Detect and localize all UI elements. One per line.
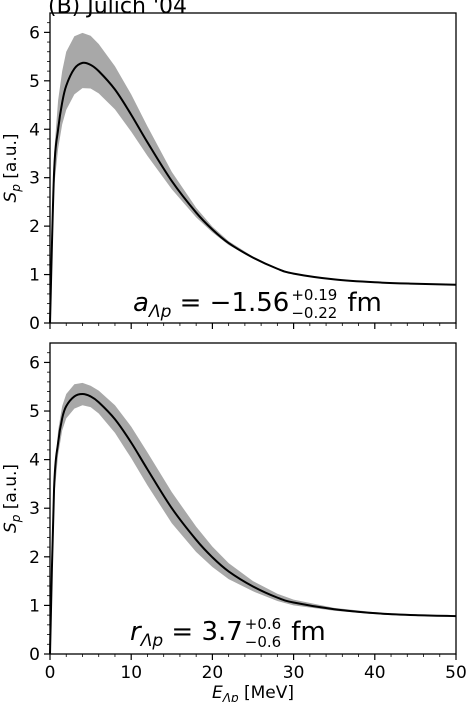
y-tick-label: 0 [29, 314, 40, 334]
annotation-subscript: −0.6 [245, 633, 281, 651]
x-tick-label: 10 [120, 663, 142, 683]
annotation-superscript: +0.6 [245, 615, 281, 633]
panel-title: (B) Jülich '04 [48, 0, 187, 19]
y-axis-label: Sp [a.u.] [1, 464, 23, 533]
y-tick-label: 1 [29, 596, 40, 616]
x-axis-label: EΛp [MeV] [212, 683, 294, 702]
y-axis-label: Sp [a.u.] [1, 133, 23, 202]
plot-frame [49, 342, 457, 655]
x-tick-label: 50 [445, 663, 467, 683]
y-tick-label: 4 [29, 120, 40, 140]
annotation-unit: fm [347, 288, 381, 318]
annotation-subscript: −0.22 [291, 304, 337, 322]
x-tick-label: 40 [364, 663, 386, 683]
y-tick-label: 1 [29, 266, 40, 286]
central-curve [49, 393, 457, 655]
x-tick-label: 20 [202, 663, 224, 683]
annotation-superscript: +0.19 [291, 286, 337, 304]
y-tick-label: 0 [29, 645, 40, 665]
y-tick-label: 5 [29, 402, 40, 422]
x-tick-label: 0 [45, 663, 56, 683]
y-tick-label: 3 [29, 499, 40, 519]
x-tick-label: 30 [283, 663, 305, 683]
y-tick-label: 6 [29, 23, 40, 43]
y-tick-label: 4 [29, 451, 40, 471]
chart-panel-2: 0 1 2 3 4 5 6 0 10 20 30 40 50 Sp [a.u.] EΛp [MeV] rΛp … [1, 342, 467, 702]
central-curve [49, 61, 457, 324]
y-tick-label: 2 [29, 548, 40, 568]
uncertainty-band [50, 32, 456, 324]
parameter-annotation: rΛp = 3.7 [130, 617, 243, 651]
parameter-annotation: aΛp = −1.56 [133, 288, 289, 322]
annotation-unit: fm [291, 617, 325, 647]
plot-frame [49, 12, 457, 324]
y-tick-label: 3 [29, 169, 40, 189]
y-tick-label: 5 [29, 72, 40, 92]
chart-panel-1: 0 1 2 3 4 5 6 Sp [a.u.] (B) Jülich '04 aΛp = −1.5… [1, 0, 457, 334]
y-tick-label: 6 [29, 353, 40, 373]
y-tick-label: 2 [29, 217, 40, 237]
